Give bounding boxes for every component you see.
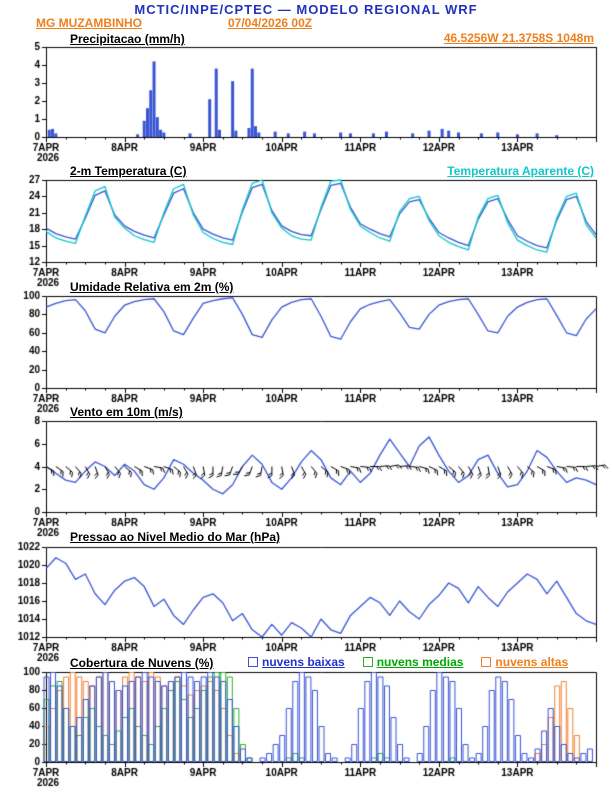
- legend-item-high-clouds: nuvens altas: [481, 656, 568, 668]
- panel-title-pressure: Pressao ao Nivel Medio do Mar (hPa): [70, 530, 281, 544]
- panel-title-clouds: Cobertura de Nuvens (%): [70, 656, 214, 670]
- station-coordinates: 46.5256W 21.3758S 1048m: [443, 31, 594, 45]
- mid-clouds-swatch-icon: [362, 657, 373, 667]
- panel-title-precipitation: Precipitacao (mm/h): [70, 32, 185, 46]
- model-run-datetime: 07/04/2026 00Z: [228, 16, 313, 30]
- page-title: MCTIC/INPE/CPTEC — MODELO REGIONAL WRF: [134, 2, 478, 17]
- legend-item-mid-clouds: nuvens medias: [362, 655, 464, 669]
- station-name: MG MUZAMBINHO: [36, 16, 142, 30]
- mid-clouds-label: nuvens medias: [376, 655, 464, 669]
- high-clouds-label: nuvens altas: [495, 655, 569, 669]
- low-clouds-label: nuvens baixas: [262, 655, 345, 669]
- low-clouds-swatch-icon: [248, 657, 258, 667]
- cloud-legend: nuvens baixas nuvens medias nuvens altas: [248, 656, 568, 668]
- panel-title-humidity: Umidade Relativa em 2m (%): [70, 280, 234, 294]
- panel-title-wind: Vento em 10m (m/s): [70, 405, 183, 419]
- panel-title-temperature: 2-m Temperatura (C): [70, 164, 187, 178]
- legend-item-low-clouds: nuvens baixas: [248, 656, 345, 668]
- high-clouds-swatch-icon: [481, 657, 492, 667]
- apparent-temperature-legend: Temperatura Aparente (C): [447, 164, 594, 178]
